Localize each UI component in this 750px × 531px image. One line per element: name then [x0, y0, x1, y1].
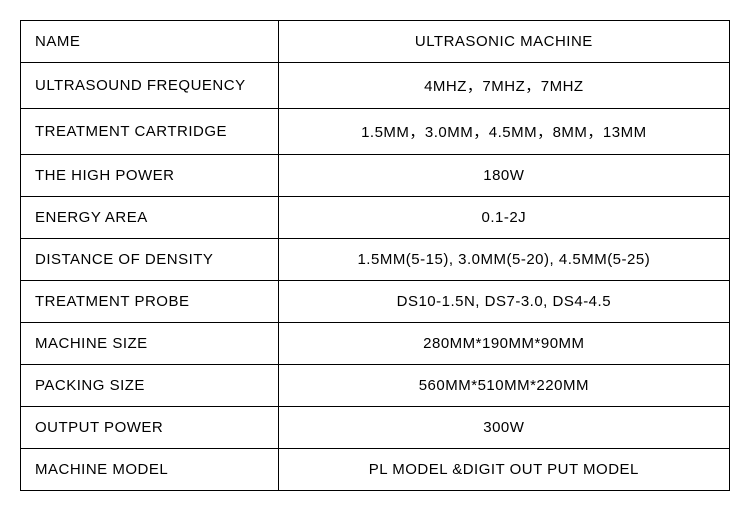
- spec-label: OUTPUT POWER: [21, 407, 279, 449]
- spec-label: ENERGY AREA: [21, 197, 279, 239]
- spec-value: 180W: [278, 155, 729, 197]
- spec-label: THE HIGH POWER: [21, 155, 279, 197]
- spec-label: ULTRASOUND FREQUENCY: [21, 63, 279, 109]
- spec-value: 1.5MM，3.0MM，4.5MM，8MM，13MM: [278, 109, 729, 155]
- table-row: ENERGY AREA 0.1-2J: [21, 197, 730, 239]
- spec-value: 0.1-2J: [278, 197, 729, 239]
- table-row: OUTPUT POWER 300W: [21, 407, 730, 449]
- spec-label: MACHINE MODEL: [21, 449, 279, 491]
- spec-value: DS10-1.5N, DS7-3.0, DS4-4.5: [278, 281, 729, 323]
- spec-label: MACHINE SIZE: [21, 323, 279, 365]
- table-row: ULTRASOUND FREQUENCY 4MHZ，7MHZ，7MHZ: [21, 63, 730, 109]
- spec-value: PL MODEL &DIGIT OUT PUT MODEL: [278, 449, 729, 491]
- table-row: NAME ULTRASONIC MACHINE: [21, 21, 730, 63]
- spec-label: TREATMENT CARTRIDGE: [21, 109, 279, 155]
- table-row: TREATMENT CARTRIDGE 1.5MM，3.0MM，4.5MM，8M…: [21, 109, 730, 155]
- spec-value: 300W: [278, 407, 729, 449]
- table-row: TREATMENT PROBE DS10-1.5N, DS7-3.0, DS4-…: [21, 281, 730, 323]
- table-row: DISTANCE OF DENSITY 1.5MM(5-15), 3.0MM(5…: [21, 239, 730, 281]
- spec-value: 4MHZ，7MHZ，7MHZ: [278, 63, 729, 109]
- spec-value: ULTRASONIC MACHINE: [278, 21, 729, 63]
- spec-label: TREATMENT PROBE: [21, 281, 279, 323]
- table-row: MACHINE MODEL PL MODEL &DIGIT OUT PUT MO…: [21, 449, 730, 491]
- table-row: MACHINE SIZE 280MM*190MM*90MM: [21, 323, 730, 365]
- spec-label: NAME: [21, 21, 279, 63]
- spec-table: NAME ULTRASONIC MACHINE ULTRASOUND FREQU…: [20, 20, 730, 491]
- spec-label: DISTANCE OF DENSITY: [21, 239, 279, 281]
- spec-label: PACKING SIZE: [21, 365, 279, 407]
- table-row: PACKING SIZE 560MM*510MM*220MM: [21, 365, 730, 407]
- table-row: THE HIGH POWER 180W: [21, 155, 730, 197]
- spec-value: 560MM*510MM*220MM: [278, 365, 729, 407]
- spec-value: 1.5MM(5-15), 3.0MM(5-20), 4.5MM(5-25): [278, 239, 729, 281]
- spec-value: 280MM*190MM*90MM: [278, 323, 729, 365]
